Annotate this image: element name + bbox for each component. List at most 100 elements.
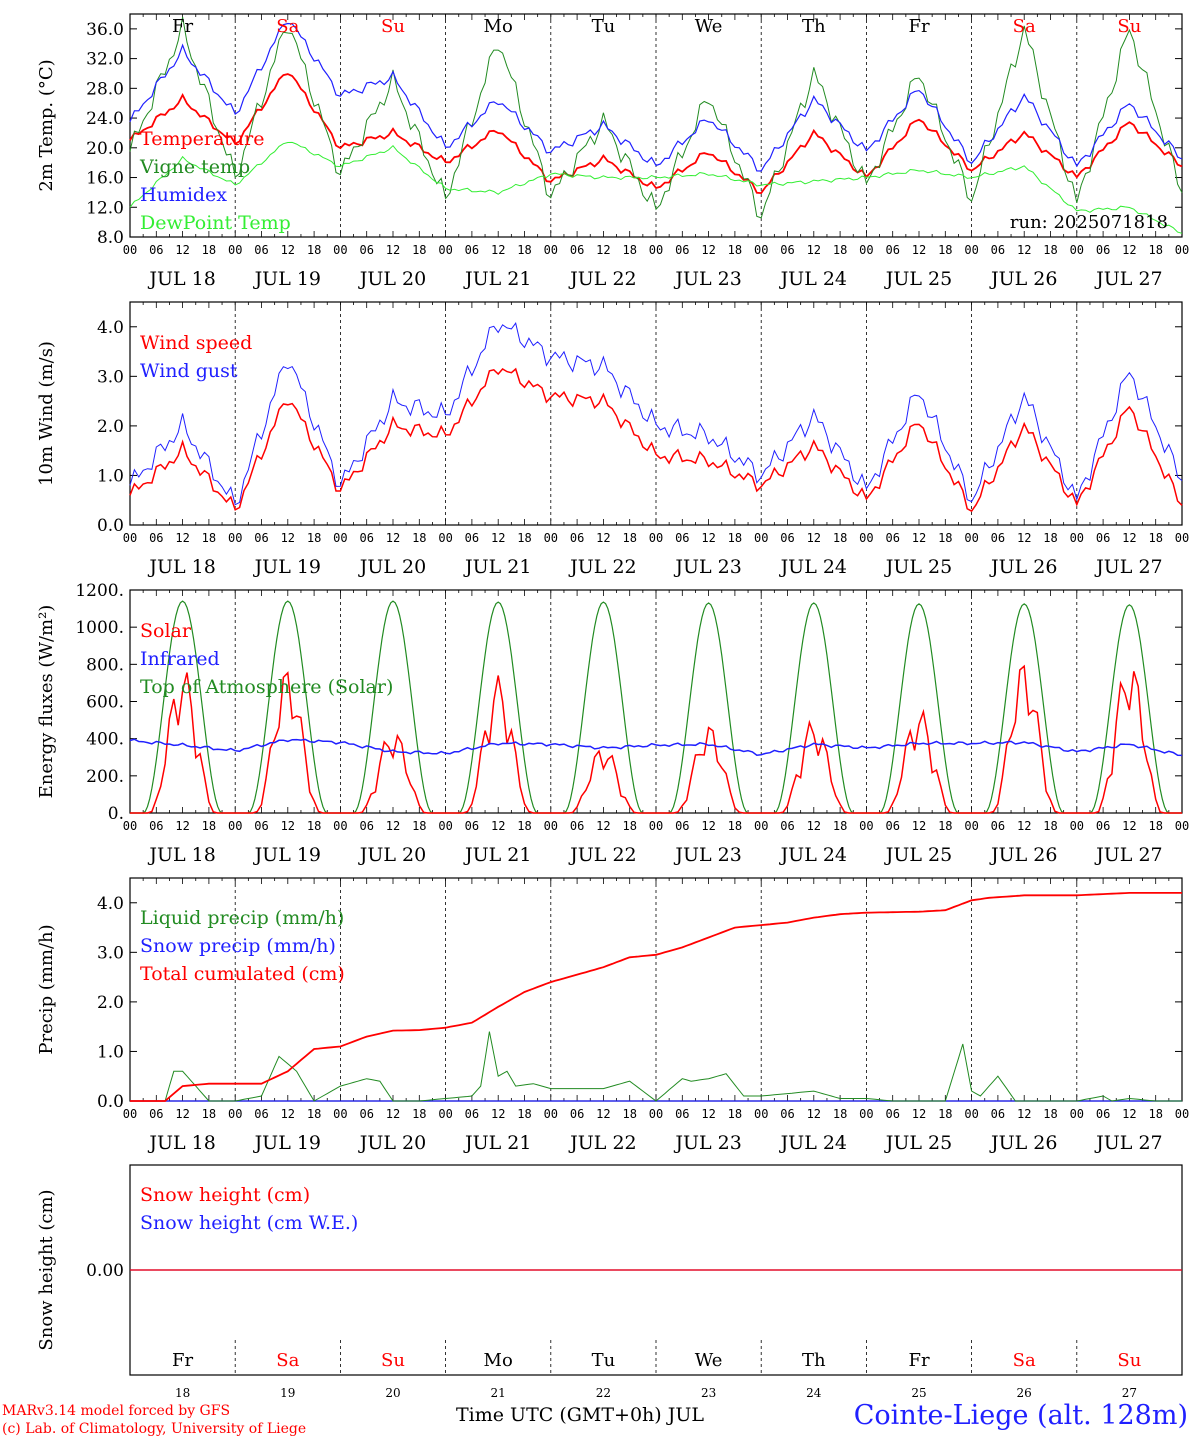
- hour-tick-label: 18: [833, 819, 847, 833]
- panel-frame-3: [129, 589, 1183, 814]
- hour-tick-label: 00: [754, 819, 768, 833]
- legend-entry: Top of Atmosphere (Solar): [140, 676, 393, 698]
- day-label: JUL 18: [147, 556, 215, 578]
- weekday-label: We: [695, 16, 723, 37]
- hour-tick-label: 12: [1017, 819, 1031, 833]
- weekday-label: Su: [1117, 16, 1141, 37]
- hour-tick-label: 12: [1122, 819, 1136, 833]
- hour-tick-label: 12: [386, 819, 400, 833]
- hour-tick-label: 00: [1175, 243, 1189, 257]
- hour-tick-label: 00: [1175, 1107, 1189, 1121]
- y-tick-label: 1.0: [97, 1042, 124, 1062]
- series-line: [129, 367, 1183, 513]
- hour-tick-label: 12: [912, 531, 926, 545]
- panel-frame-2: [129, 301, 1183, 526]
- y-axis-label: 2m Temp. (°C): [36, 59, 57, 191]
- weekday-label: Su: [1117, 1350, 1141, 1371]
- day-number: 26: [1017, 1386, 1032, 1400]
- day-label: JUL 22: [568, 268, 636, 290]
- hour-tick-label: 18: [938, 1107, 952, 1121]
- hour-tick-label: 12: [386, 531, 400, 545]
- hour-tick-label: 06: [991, 531, 1005, 545]
- series-line: [129, 141, 1183, 234]
- hour-tick-label: 12: [175, 243, 189, 257]
- hour-tick-label: 06: [780, 243, 794, 257]
- series-line: [129, 16, 1183, 219]
- weekday-label: Su: [381, 16, 405, 37]
- y-tick-label: 1200.: [75, 581, 124, 601]
- hour-tick-label: 00: [754, 531, 768, 545]
- legend-entry: Temperature: [140, 128, 264, 150]
- y-tick-label: 16.0: [86, 169, 124, 189]
- y-tick-label: 600.: [86, 693, 124, 713]
- legend-entry: Wind speed: [140, 332, 252, 354]
- legend-entry: Humidex: [140, 184, 227, 206]
- hour-tick-label: 06: [885, 243, 899, 257]
- hour-tick-label: 00: [964, 531, 978, 545]
- hour-tick-label: 12: [175, 1107, 189, 1121]
- hour-tick-label: 12: [701, 1107, 715, 1121]
- day-label: JUL 24: [779, 556, 847, 578]
- legend-entry: Solar: [140, 620, 192, 642]
- day-label: JUL 22: [568, 1132, 636, 1154]
- hour-tick-label: 00: [438, 819, 452, 833]
- hour-tick-label: 12: [701, 243, 715, 257]
- hour-tick-label: 12: [386, 243, 400, 257]
- hour-tick-label: 00: [123, 819, 137, 833]
- day-label: JUL 20: [358, 268, 426, 290]
- hour-tick-label: 00: [228, 819, 242, 833]
- day-label: JUL 25: [884, 844, 952, 866]
- hour-tick-label: 00: [333, 1107, 347, 1121]
- y-tick-label: 8.0: [97, 228, 124, 248]
- hour-tick-label: 00: [333, 243, 347, 257]
- hour-tick-label: 18: [307, 531, 321, 545]
- hour-tick-label: 18: [412, 531, 426, 545]
- hour-tick-label: 00: [228, 1107, 242, 1121]
- hour-tick-label: 18: [833, 1107, 847, 1121]
- hour-tick-label: 00: [859, 531, 873, 545]
- hour-tick-label: 18: [833, 531, 847, 545]
- day-label: JUL 20: [358, 844, 426, 866]
- hour-tick-label: 18: [728, 243, 742, 257]
- day-label: JUL 25: [884, 556, 952, 578]
- y-tick-label: 24.0: [86, 109, 124, 129]
- hour-tick-label: 00: [123, 243, 137, 257]
- hour-tick-label: 18: [517, 531, 531, 545]
- day-label: JUL 19: [253, 1132, 321, 1154]
- series-line: [129, 73, 1183, 195]
- hour-tick-label: 06: [359, 1107, 373, 1121]
- legend-entry: Vigne temp: [139, 156, 250, 178]
- hour-tick-label: 00: [859, 1107, 873, 1121]
- y-tick-label: 12.0: [86, 198, 124, 218]
- legend-entry: Snow precip (mm/h): [140, 935, 336, 957]
- day-number: 22: [596, 1386, 611, 1400]
- day-label: JUL 27: [1094, 556, 1162, 578]
- hour-tick-label: 06: [254, 819, 268, 833]
- hour-tick-label: 06: [675, 1107, 689, 1121]
- hour-tick-label: 18: [307, 1107, 321, 1121]
- day-label: JUL 26: [989, 556, 1057, 578]
- weekday-label: Tu: [592, 1350, 616, 1371]
- hour-tick-label: 18: [412, 819, 426, 833]
- y-tick-label: 20.0: [86, 139, 124, 159]
- hour-tick-label: 12: [1017, 1107, 1031, 1121]
- hour-tick-label: 12: [807, 1107, 821, 1121]
- hour-tick-label: 00: [859, 243, 873, 257]
- hour-tick-label: 12: [491, 819, 505, 833]
- day-label: JUL 27: [1094, 1132, 1162, 1154]
- day-label: JUL 25: [884, 1132, 952, 1154]
- hour-tick-label: 00: [123, 531, 137, 545]
- hour-tick-label: 18: [622, 243, 636, 257]
- hour-tick-label: 00: [964, 243, 978, 257]
- hour-tick-label: 06: [991, 1107, 1005, 1121]
- hour-tick-label: 12: [1122, 243, 1136, 257]
- series-line: [129, 322, 1183, 506]
- weekday-label: Mo: [484, 16, 513, 37]
- y-tick-label: 4.0: [97, 894, 124, 914]
- weekday-label: Su: [381, 1350, 405, 1371]
- hour-tick-label: 18: [728, 1107, 742, 1121]
- day-label: JUL 23: [673, 844, 741, 866]
- hour-tick-label: 18: [517, 1107, 531, 1121]
- hour-tick-label: 18: [1148, 819, 1162, 833]
- hour-tick-label: 06: [254, 1107, 268, 1121]
